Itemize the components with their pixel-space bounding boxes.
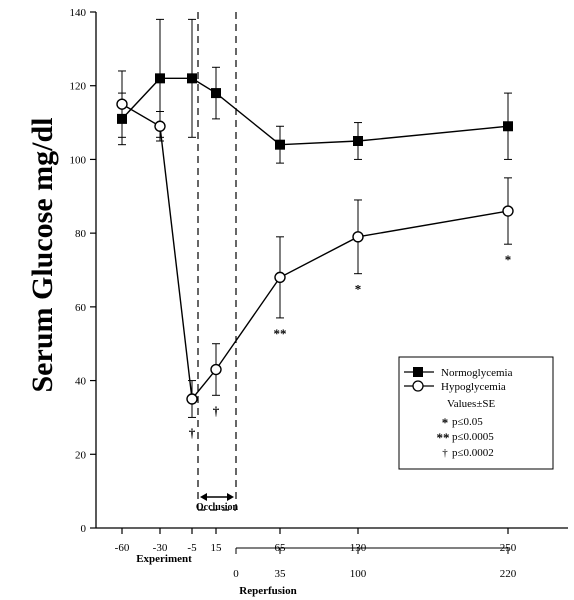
reperfusion-tick-label: 100 — [350, 568, 367, 580]
x-tick-label: -60 — [115, 542, 130, 554]
significance-marker: * — [505, 252, 512, 267]
data-point-hypo — [186, 393, 198, 405]
occlusion-arrowhead-right — [227, 493, 234, 501]
y-tick-label: 20 — [75, 449, 87, 461]
legend-marker-normo — [413, 367, 423, 377]
legend-note-text-1: p≤0.05 — [452, 416, 483, 428]
data-point-hypo — [502, 205, 514, 217]
occlusion-label: Occlusion — [196, 502, 239, 513]
data-point-hypo — [352, 231, 364, 243]
x-axis-label-experiment: Experiment — [136, 553, 192, 565]
y-tick-label: 40 — [75, 376, 87, 388]
legend-marker-hypo — [412, 380, 424, 392]
significance-marker: † — [189, 425, 196, 440]
legend-box — [398, 356, 554, 470]
legend-note-symbol-1: * — [442, 415, 449, 430]
data-point-normo — [353, 136, 363, 146]
legend-note-symbol-2: ** — [437, 430, 450, 445]
legend-note-text-2: p≤0.0005 — [452, 431, 494, 443]
legend-label-hypo: Hypoglycemia — [441, 381, 506, 393]
legend-note-symbol-3: † — [442, 447, 448, 459]
data-point-normo — [155, 73, 165, 84]
x-tick-label: -30 — [153, 542, 168, 554]
y-tick-label: 140 — [70, 7, 87, 19]
reperfusion-tick-label: 220 — [500, 568, 517, 580]
y-tick-label: 80 — [75, 228, 87, 240]
data-point-hypo — [210, 363, 222, 376]
series-line-normo — [121, 77, 509, 146]
series-layer: ††**** — [116, 18, 514, 440]
data-point-hypo — [116, 98, 128, 110]
data-point-hypo — [274, 271, 286, 284]
data-point-hypo — [154, 120, 166, 132]
reperfusion-tick-label: 0 — [233, 568, 239, 580]
series-line-hypo — [121, 103, 509, 401]
occlusion-arrowhead-left — [200, 493, 207, 501]
reperfusion-ticks: 0 35 100 220 — [233, 548, 517, 580]
data-point-normo — [211, 88, 221, 99]
y-tick-label: 120 — [70, 81, 87, 93]
reperfusion-tick-label: 35 — [275, 568, 287, 580]
x-axis-label-reperfusion: Reperfusion — [239, 585, 296, 597]
legend-label-normo: Normoglycemia — [441, 367, 513, 379]
y-tick-label: 100 — [70, 154, 87, 166]
data-point-normo — [503, 121, 513, 132]
x-tick-label: 15 — [211, 542, 223, 554]
significance-marker: * — [355, 282, 362, 297]
y-ticks: 0 20 40 60 80 100 120 140 — [70, 7, 96, 535]
legend: Normoglycemia Hypoglycemia Values±SE * p… — [398, 356, 554, 470]
legend-note-text-3: p≤0.0002 — [452, 447, 494, 459]
legend-title: Values±SE — [447, 398, 495, 410]
y-tick-label: 60 — [75, 302, 87, 314]
data-point-normo — [187, 73, 197, 84]
x-tick-label: -5 — [187, 542, 197, 554]
x-ticks: -60 -30 -5 15 65 130 250 — [115, 528, 517, 554]
significance-marker: ** — [274, 326, 287, 341]
significance-marker: † — [213, 403, 220, 418]
y-axis-title: Serum Glucose mg/dl — [26, 118, 59, 393]
y-tick-label: 0 — [81, 523, 87, 535]
data-point-normo — [275, 139, 285, 150]
